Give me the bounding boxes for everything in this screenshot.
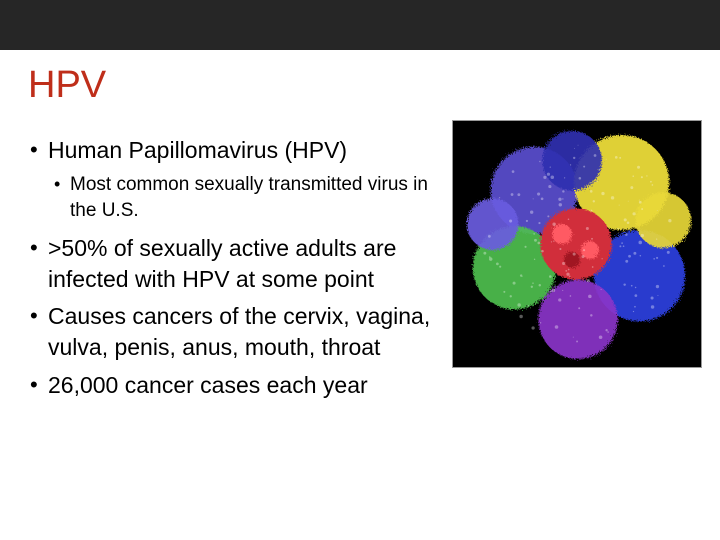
top-band (0, 0, 720, 50)
bullet-l1: Human Papillomavirus (HPV) (28, 135, 466, 166)
bullet-l1: Causes cancers of the cervix, vagina, vu… (28, 301, 466, 363)
bullet-l1: 26,000 cancer cases each year (28, 370, 466, 401)
virus-image (452, 120, 702, 368)
bullet-l1: >50% of sexually active adults are infec… (28, 233, 466, 295)
virus-svg (453, 121, 701, 367)
slide-title: HPV (28, 64, 692, 107)
bullet-l2: Most common sexually transmitted virus i… (28, 172, 458, 223)
